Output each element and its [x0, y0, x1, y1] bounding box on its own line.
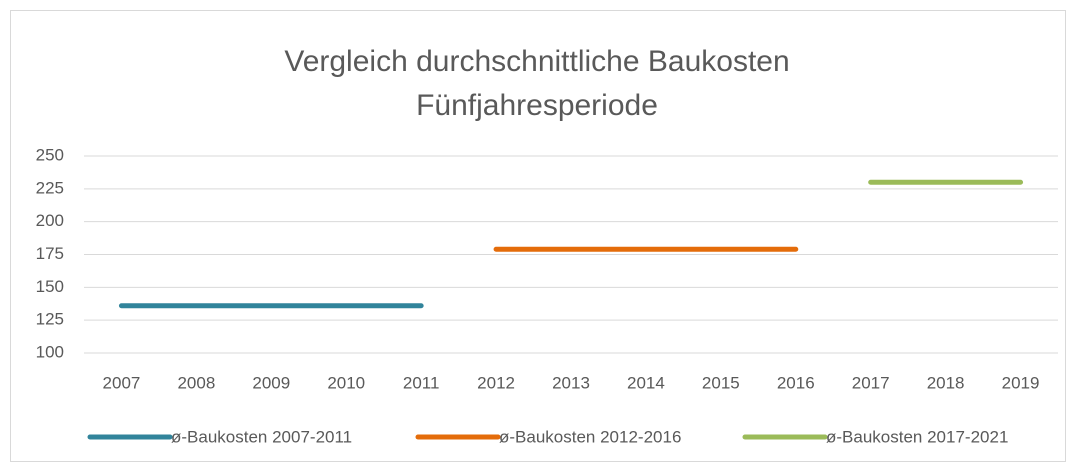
x-tick-label: 2012 [477, 373, 515, 392]
y-tick-label: 175 [36, 244, 64, 263]
x-tick-label: 2008 [177, 373, 215, 392]
y-tick-label: 125 [36, 310, 64, 329]
legend-label: ø-Baukosten 2017-2021 [826, 427, 1008, 446]
x-tick-label: 2017 [852, 373, 890, 392]
x-tick-label: 2013 [552, 373, 590, 392]
x-tick-label: 2016 [777, 373, 815, 392]
chart-title: Vergleich durchschnittliche Baukosten Fü… [284, 45, 790, 122]
y-tick-label: 100 [36, 342, 64, 361]
y-tick-label: 200 [36, 211, 64, 230]
legend-label: ø-Baukosten 2012-2016 [499, 427, 681, 446]
chart-border [10, 10, 1066, 462]
x-tick-label: 2011 [403, 373, 440, 392]
legend-label: ø-Baukosten 2007-2011 [171, 427, 352, 446]
x-tick-label: 2019 [1002, 373, 1040, 392]
x-tick-label: 2015 [702, 373, 740, 392]
x-tick-label: 2010 [327, 373, 365, 392]
x-tick-label: 2007 [103, 373, 141, 392]
y-tick-label: 150 [36, 277, 64, 296]
y-tick-label: 225 [36, 178, 64, 197]
y-tick-label: 250 [36, 145, 64, 164]
x-tick-label: 2018 [927, 373, 965, 392]
x-tick-label: 2009 [252, 373, 290, 392]
x-tick-label: 2014 [627, 373, 665, 392]
